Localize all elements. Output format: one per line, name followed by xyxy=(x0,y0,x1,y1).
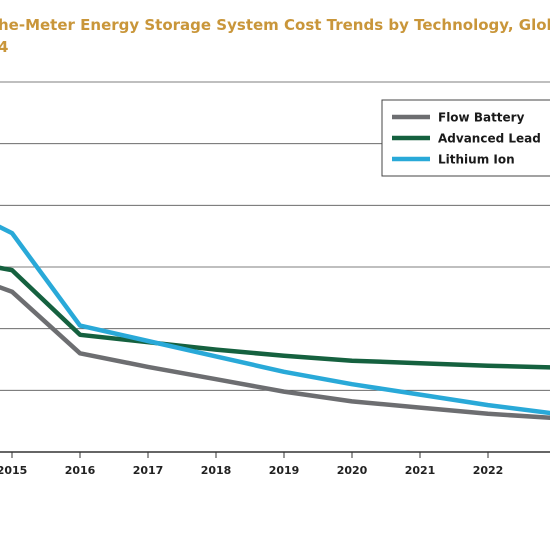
x-tick-label: 2015 xyxy=(0,464,27,477)
legend-label: Flow Battery xyxy=(438,111,525,125)
x-tick-label: 2019 xyxy=(269,464,300,477)
series-line-flow-battery xyxy=(0,284,550,420)
x-tick-label: 2021 xyxy=(405,464,436,477)
series-line-advanced-lead xyxy=(0,265,550,370)
chart-title: he-Meter Energy Storage System Cost Tren… xyxy=(0,14,550,58)
legend-label: Advanced Lead xyxy=(438,132,541,146)
x-tick-label: 2020 xyxy=(337,464,368,477)
x-tick-label: 2022 xyxy=(473,464,504,477)
legend-label: Lithium Ion xyxy=(438,153,515,167)
x-tick-label: 2018 xyxy=(201,464,232,477)
series-line-lithium-ion xyxy=(0,224,550,416)
x-tick-label: 2017 xyxy=(133,464,164,477)
chart-title-line-1: he-Meter Energy Storage System Cost Tren… xyxy=(0,16,550,34)
series-lines xyxy=(0,224,550,420)
legend: Flow Battery Advanced Lead Lithium Ion xyxy=(381,99,550,177)
x-tick-label: 2016 xyxy=(65,464,96,477)
x-axis-ticks: 201520162017201820192020202120222 xyxy=(0,452,504,477)
chart-title-line-2: 4 xyxy=(0,38,9,56)
